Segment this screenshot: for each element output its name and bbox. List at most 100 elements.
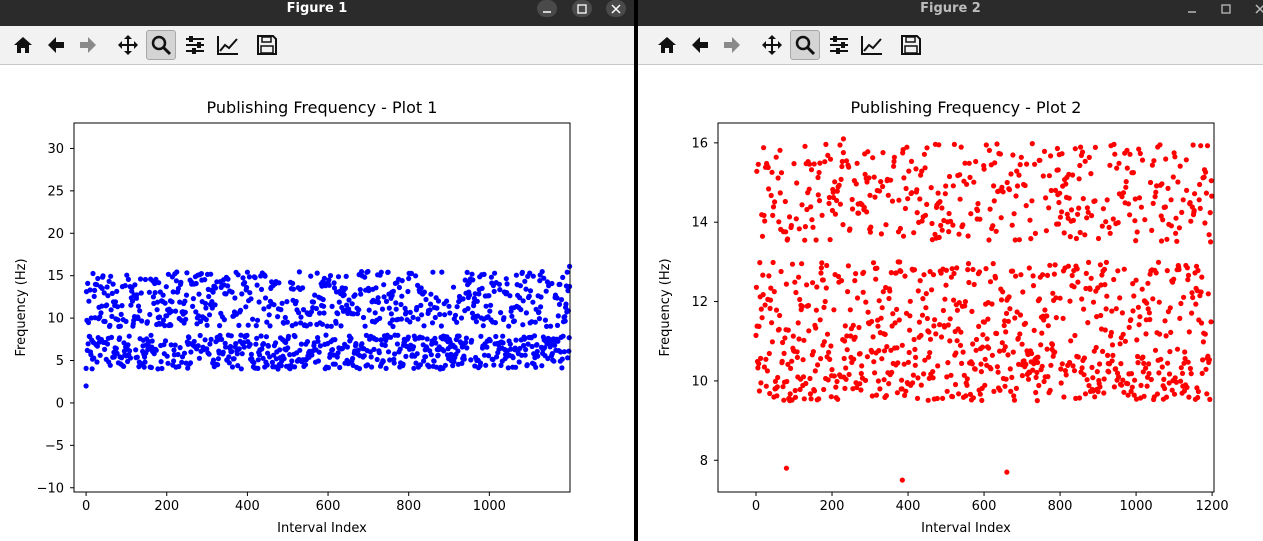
data-point — [1071, 368, 1078, 374]
data-point — [236, 346, 242, 352]
data-point — [841, 355, 847, 362]
minimize-button[interactable] — [537, 0, 557, 17]
data-point — [403, 309, 409, 315]
data-point — [1107, 230, 1113, 236]
data-point — [905, 359, 911, 365]
data-point — [942, 191, 948, 197]
data-point — [799, 261, 805, 267]
data-point — [1185, 359, 1191, 365]
data-point — [766, 273, 772, 279]
data-point — [403, 353, 409, 359]
close-button[interactable] — [1250, 0, 1263, 17]
data-point — [1188, 371, 1194, 377]
data-point — [1129, 384, 1135, 390]
data-point — [832, 211, 838, 217]
edit-axis-button[interactable] — [213, 30, 243, 60]
data-point — [1143, 331, 1149, 337]
pan-button[interactable] — [757, 30, 787, 60]
data-point — [991, 388, 997, 394]
save-button[interactable] — [896, 30, 926, 60]
data-point — [223, 344, 229, 350]
title-bar[interactable]: Figure 1 — [0, 0, 634, 26]
data-point — [792, 279, 798, 285]
title-bar[interactable]: Figure 2 — [638, 0, 1263, 26]
data-point — [324, 323, 330, 329]
back-button[interactable] — [41, 30, 71, 60]
data-point — [241, 340, 247, 346]
minimize-button[interactable] — [1182, 0, 1202, 17]
data-point — [385, 349, 392, 355]
data-point — [859, 363, 865, 369]
home-button[interactable] — [8, 30, 38, 60]
forward-button[interactable] — [717, 30, 747, 60]
pan-button[interactable] — [113, 30, 143, 60]
data-point — [419, 312, 425, 318]
data-point — [975, 201, 981, 207]
data-point — [1075, 279, 1081, 285]
data-point — [313, 305, 319, 312]
data-point — [176, 363, 182, 370]
data-point — [924, 145, 930, 151]
zoom-button[interactable] — [790, 30, 820, 60]
data-point — [1174, 346, 1181, 352]
data-point — [978, 361, 984, 367]
data-point — [1131, 392, 1137, 398]
data-point — [948, 274, 954, 280]
data-point — [221, 317, 227, 323]
zoom-button[interactable] — [146, 30, 176, 60]
back-button[interactable] — [685, 30, 715, 60]
data-point — [1141, 393, 1147, 399]
data-point — [1164, 268, 1170, 274]
data-point — [1135, 304, 1141, 310]
data-point — [936, 142, 942, 148]
data-point — [438, 323, 444, 329]
data-point — [1057, 214, 1063, 220]
data-point — [125, 276, 131, 282]
data-point — [484, 344, 490, 350]
data-point — [516, 359, 522, 365]
data-point — [191, 338, 197, 345]
data-point — [1034, 398, 1040, 404]
data-point — [1119, 194, 1125, 200]
data-point — [774, 384, 780, 390]
data-point — [867, 192, 873, 198]
configure-subplots-button[interactable] — [824, 30, 854, 60]
data-point — [394, 341, 400, 347]
data-point — [481, 352, 488, 358]
data-point — [548, 323, 554, 329]
data-point — [320, 296, 326, 303]
data-point — [1008, 171, 1014, 177]
data-point — [278, 363, 284, 369]
data-point — [929, 220, 935, 227]
data-point — [292, 333, 298, 340]
data-point — [983, 266, 989, 272]
data-point — [785, 236, 791, 242]
data-point — [983, 142, 989, 148]
edit-axis-button[interactable] — [857, 30, 887, 60]
forward-button[interactable] — [73, 30, 103, 60]
data-point — [922, 165, 928, 171]
data-point — [372, 310, 378, 316]
data-point — [773, 307, 780, 313]
data-point — [869, 349, 875, 355]
data-point — [433, 340, 439, 346]
data-point — [349, 301, 355, 307]
maximize-button[interactable] — [1216, 0, 1236, 17]
home-button[interactable] — [652, 30, 682, 60]
y-tick-label: −10 — [37, 481, 64, 496]
data-point — [88, 315, 94, 321]
data-point — [853, 271, 859, 277]
data-point — [527, 270, 533, 276]
data-point — [235, 272, 241, 278]
data-point — [1073, 235, 1079, 242]
data-point — [845, 289, 851, 295]
data-point — [512, 345, 518, 351]
window-title: Figure 1 — [286, 1, 348, 16]
save-button[interactable] — [252, 30, 282, 60]
close-button[interactable] — [606, 0, 626, 17]
configure-subplots-button[interactable] — [180, 30, 210, 60]
maximize-button[interactable] — [572, 0, 592, 17]
data-point — [951, 141, 957, 147]
